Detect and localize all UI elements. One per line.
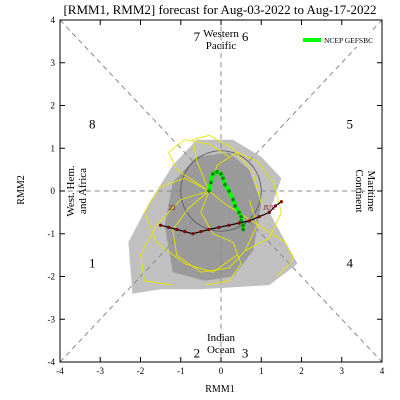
series-1-point (241, 227, 245, 232)
x-tick-label: 0 (219, 366, 224, 376)
series-2-point (257, 215, 261, 219)
series-2-point (247, 219, 251, 223)
x-tick-label: -3 (97, 366, 105, 376)
series-2-point (175, 227, 179, 232)
y-tick-label: 0 (51, 186, 56, 196)
phase-diagonal-4 (249, 220, 383, 363)
phase-label-1: 1 (89, 256, 96, 271)
region-label-line: Indian (207, 332, 236, 344)
series-2-point (191, 232, 195, 236)
x-axis-label: RMM1 (205, 384, 234, 395)
x-tick-label: -2 (137, 366, 145, 376)
series-1-point (223, 182, 227, 187)
unit-circle (180, 150, 262, 232)
phase-label-5: 5 (347, 117, 354, 132)
y-tick-label: 4 (51, 15, 56, 25)
series-2-point (237, 221, 241, 225)
phase-diagonal-3 (59, 19, 193, 162)
series-1-point (209, 180, 213, 185)
plot-area: JUL 22 -4 -3 -2 -1 0 1 2 3 4 -4 -3 -2 -1 0 1 2 3 4 1 2 3 4 5 6 7 8 W… (48, 15, 385, 376)
series-1-point (215, 169, 219, 174)
legend-box (300, 33, 380, 47)
region-label-3: West. Hem. and Africa (65, 165, 89, 217)
y-tick-label: 2 (51, 101, 56, 111)
y-tick-label: 3 (51, 58, 56, 68)
plume-inner (164, 152, 262, 281)
series-1-point (239, 214, 243, 219)
series-1-point (233, 204, 237, 208)
region-label-line: and Africa (77, 168, 89, 214)
x-tick-label: 4 (380, 366, 385, 376)
y-tick-label: -1 (48, 229, 56, 239)
series-1-point (227, 189, 231, 193)
region-label-line: Pacific (206, 40, 237, 52)
region-label-line: Maritime (365, 171, 377, 212)
x-tick-label: 1 (259, 366, 264, 376)
series-1-point (207, 189, 211, 193)
series-2-point (183, 230, 187, 234)
phase-label-4: 4 (347, 256, 354, 271)
legend: NCEP GEFSBC (300, 33, 380, 47)
ensemble-member-line-8 (168, 139, 230, 192)
phase-label-2: 2 (194, 345, 201, 360)
series-1-point (219, 172, 223, 176)
series-1-point (237, 210, 241, 215)
ensemble-member-line-6 (208, 190, 294, 277)
y-tick-label: -4 (48, 357, 56, 367)
y-axis-label: RMM2 (16, 175, 27, 204)
series-2-point (267, 210, 271, 214)
series-1-point (241, 223, 245, 227)
series-1-point (239, 219, 243, 223)
series-2-point (199, 230, 203, 234)
phase-label-7: 7 (194, 29, 201, 44)
y-tick-label: -2 (48, 272, 56, 282)
ensemble-member-line-7 (200, 190, 242, 286)
region-label-line: Ocean (207, 344, 236, 356)
series-2-point (167, 225, 171, 229)
series-1-point (231, 197, 235, 202)
phase-label-3: 3 (242, 345, 249, 360)
series-1-point (221, 176, 225, 180)
phase-label-8: 8 (89, 117, 96, 132)
x-tick-label: -1 (177, 366, 185, 376)
phase-diagonal-1 (59, 220, 193, 363)
ensemble-member-line-1 (172, 190, 258, 273)
series-2-point (207, 227, 211, 232)
y-tick-label: -3 (48, 314, 56, 324)
legend-label: NCEP GEFSBC (324, 36, 373, 45)
ensemble-member-line-4 (192, 134, 262, 204)
region-label-line: West. Hem. (65, 165, 77, 217)
series-2-point (273, 204, 277, 208)
x-tick-label: 3 (340, 366, 345, 376)
series-2-point (227, 223, 231, 227)
observed-label-1: JUL (263, 204, 275, 212)
series-2-point (279, 200, 283, 204)
ensemble-member-line-5 (140, 190, 210, 286)
y-tick-label: 1 (51, 143, 56, 153)
x-tick-label: -4 (56, 366, 64, 376)
x-tick-label: 2 (299, 366, 304, 376)
series-1-point (211, 172, 215, 176)
phase-label-6: 6 (242, 29, 249, 44)
chart-title: [RMM1, RMM2] forecast for Aug-03-2022 to… (63, 2, 376, 17)
series-2-point (217, 225, 221, 229)
observed-label-2: 22 (169, 204, 177, 212)
region-label-line: Continent (353, 169, 365, 212)
region-label-line: Western (203, 28, 239, 40)
ensemble-member-line-2 (143, 177, 238, 273)
series-2-point (159, 223, 163, 227)
